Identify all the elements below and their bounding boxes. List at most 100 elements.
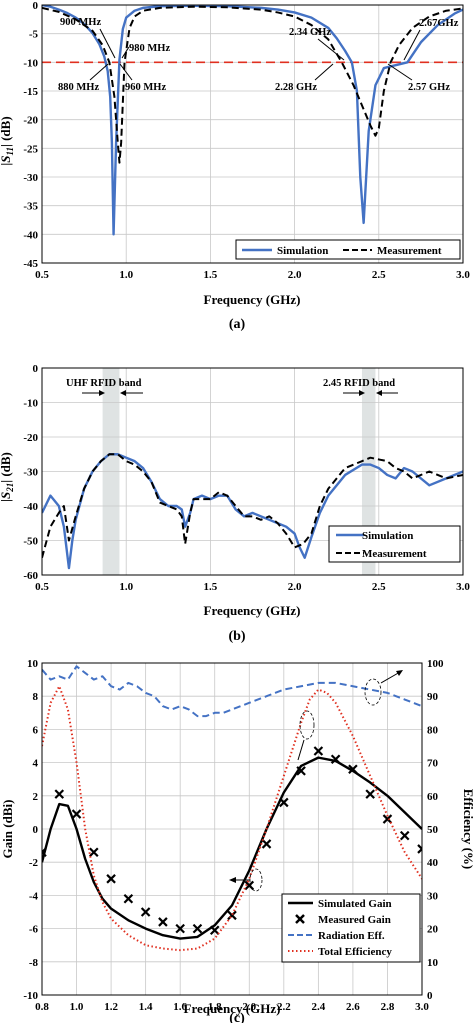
y-right-tick-label: 80 (427, 724, 439, 736)
y-right-tick-label: 30 (427, 890, 439, 902)
y-tick-label: -40 (23, 229, 38, 241)
y-tick-label: -50 (23, 536, 38, 548)
x-tick-label: 0.5 (35, 269, 49, 281)
series-group-s11 (42, 5, 463, 236)
annotation-arrow-980mhz (121, 46, 130, 59)
data-point-measured-gain (42, 847, 47, 858)
data-point-measured-gain (417, 844, 422, 854)
series-line-simulated-gain (42, 756, 422, 940)
y-tick-label: -20 (23, 115, 38, 127)
chart-s11: 0.5 1.0 1.5 2.0 2.5 3.0 0 -5 -10 -15 -20 -25 -30 -35 -… (0, 0, 470, 332)
legend-gain: Simulated Gain Measured Gain Radiation E… (281, 893, 421, 963)
legend-label-radiation-eff: Radiation Eff. (318, 930, 385, 942)
data-point-measured-gain (54, 789, 65, 799)
y-right-tick-label: 10 (427, 957, 439, 969)
annotation-900mhz: 900 MHz (60, 17, 101, 28)
data-point-measured-gain (192, 923, 203, 934)
y-tick-label: -2 (29, 857, 39, 869)
annotation-arrow-2-67ghz (403, 29, 421, 61)
data-point-measured-gain (123, 893, 134, 904)
legend-label-simulated-gain: Simulated Gain (318, 898, 392, 910)
y-tick-label: -45 (23, 258, 38, 270)
panel-caption-c: (c) (229, 1011, 245, 1023)
x-tick-label: 3.0 (456, 269, 470, 281)
annotation-arrow-960mhz (119, 63, 133, 81)
y-tick-label: -35 (23, 201, 38, 213)
data-point-measured-gain (365, 789, 375, 799)
y-tick-label: -10 (23, 57, 38, 69)
y-tick-label: -15 (23, 86, 38, 98)
y-tick-label: 0 (33, 363, 39, 375)
pointer-arrowhead-radiation (396, 670, 403, 676)
y-axis-label-gain: Gain (dBi) (0, 800, 15, 859)
annotation-2-57ghz: 2.57 GHz (408, 82, 450, 93)
y-right-tick-label: 50 (427, 824, 439, 836)
annotation-arrow-880mhz (89, 63, 109, 81)
y-right-tick-label: 60 (427, 791, 439, 803)
y-tick-label: -30 (23, 172, 38, 184)
x-tick-label: 1.5 (204, 581, 218, 593)
y-tick-label: -4 (29, 890, 39, 902)
x-tick-label: 2.8 (381, 1001, 395, 1013)
x-tick-label: 3.0 (456, 581, 470, 593)
panel-caption-a: (a) (229, 317, 246, 332)
y-tick-label: 4 (33, 758, 39, 770)
y-right-tick-label: 40 (427, 857, 439, 869)
y-tick-label: 2 (33, 791, 39, 803)
annotation-arrow-2-34ghz (317, 38, 345, 61)
x-tick-label: 1.0 (119, 269, 133, 281)
chart-s21: 0.5 1.0 1.5 2.0 2.5 3.0 0 -10 -20 -30 -40 -50 -60 UH… (0, 363, 470, 644)
y-tick-label: 6 (33, 724, 39, 736)
x-axis-label-gain: Frequency (GHz) (184, 1001, 281, 1016)
annotation-960mhz: 960 MHz (125, 82, 166, 93)
y-tick-label: -6 (29, 924, 39, 936)
panel-caption-b: (b) (228, 629, 245, 644)
band-label-2-45: 2.45 RFID band (323, 378, 395, 389)
legend-label-measurement: Measurement (377, 245, 442, 257)
chart-gain-efficiency: 0.8 1.0 1.2 1.4 1.6 1.8 2.0 2.2 2.4 2.6 2.8 3.0 10 8 6… (0, 658, 474, 1023)
x-tick-label: 2.0 (288, 269, 302, 281)
data-point-measured-gain (261, 839, 272, 849)
plot-frame-s11 (41, 4, 464, 264)
data-point-measured-gain (382, 814, 393, 824)
pointer-arrow-total (297, 739, 305, 761)
ticks-gain: 0.8 1.0 1.2 1.4 1.6 1.8 2.0 2.2 2.4 2.6 2.8 3.0 10 8 6… (23, 658, 444, 1013)
data-point-measured-gain (244, 880, 255, 891)
y-axis-label-efficiency: Efficiency (%) (461, 789, 474, 870)
band-label-uhf: UHF RFID band (66, 378, 142, 389)
x-tick-label: 1.2 (104, 1001, 118, 1013)
legend-label-measured-gain: Measured Gain (318, 914, 391, 926)
annotation-2-67ghz: 2.67GHz (419, 18, 459, 29)
band-arrowhead-2-45-left (359, 390, 365, 396)
x-tick-label: 2.2 (277, 1001, 291, 1013)
legend-swatch-measured-gain (295, 914, 305, 924)
annotation-980mhz: 980 MHz (129, 43, 170, 54)
legend-s11: Simulation Measurement (235, 239, 461, 260)
annotation-arrow-900mhz (99, 28, 116, 59)
y-tick-label: 0 (33, 0, 39, 12)
annotation-2-28ghz: 2.28 GHz (275, 82, 317, 93)
series-line-measurement (42, 5, 463, 164)
y-right-tick-label: 70 (427, 758, 439, 770)
data-point-measured-gain (89, 847, 99, 858)
x-tick-label: 2.6 (346, 1001, 360, 1013)
series-group-gain (42, 665, 422, 952)
data-point-measured-gain (399, 830, 410, 841)
ticks-s11: 0.5 1.0 1.5 2.0 2.5 3.0 0 -5 -10 -15 -20 -25 -30 -35 -… (23, 0, 470, 281)
x-tick-label: 2.4 (311, 1001, 325, 1013)
data-point-measured-gain (158, 917, 168, 927)
axis-pointers-gain (229, 670, 403, 892)
pointer-ellipse-total (299, 710, 315, 740)
y-tick-label: -30 (23, 467, 38, 479)
y-tick-label: -60 (23, 570, 38, 582)
x-tick-label: 1.0 (119, 581, 133, 593)
y-tick-label: 8 (33, 691, 39, 703)
legend-box-s21 (328, 525, 461, 563)
pointer-ellipse-radiation (364, 678, 382, 706)
data-point-measured-gain (348, 764, 358, 775)
legend-label-measurement-s21: Measurement (362, 548, 427, 560)
x-tick-label: 2.5 (372, 581, 386, 593)
x-axis-label-s11: Frequency (GHz) (204, 292, 301, 307)
legend-s21: Simulation Measurement (328, 525, 461, 563)
